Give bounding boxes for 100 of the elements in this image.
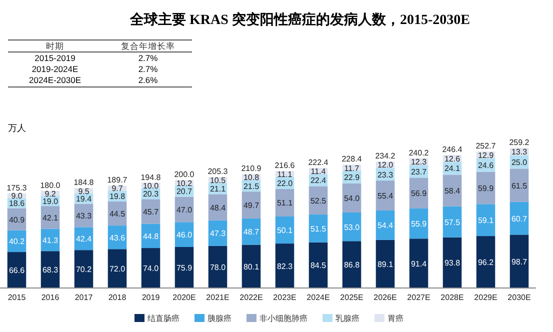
legend-label: 非小细胞肺癌 xyxy=(260,314,308,323)
bar xyxy=(442,206,462,238)
data-label: 12.9 xyxy=(478,150,494,160)
legend-label: 乳腺癌 xyxy=(336,314,360,323)
total-label: 259.2 xyxy=(509,138,530,147)
total-label: 234.2 xyxy=(375,152,396,161)
data-label: 86.8 xyxy=(344,260,360,270)
bar xyxy=(74,250,94,288)
data-label: 12.0 xyxy=(377,160,394,170)
bar xyxy=(40,206,60,229)
data-label: 10.8 xyxy=(243,173,260,182)
data-label: 9.7 xyxy=(112,184,124,194)
data-label: 21.1 xyxy=(210,184,226,194)
text: 复合年增长率 xyxy=(121,41,175,51)
bar xyxy=(208,246,228,288)
bar xyxy=(409,178,428,208)
data-label: 13.3 xyxy=(511,148,528,157)
data-label: 45.7 xyxy=(142,207,160,216)
bar xyxy=(275,244,294,288)
data-label: 19.4 xyxy=(76,194,92,204)
bar xyxy=(141,248,160,288)
data-label: 25.0 xyxy=(511,158,528,167)
data-label: 40.9 xyxy=(8,215,26,224)
data-label: 42.4 xyxy=(76,234,92,244)
text: 2024E-2030E xyxy=(29,75,82,85)
bar xyxy=(442,174,462,206)
data-label: 58.4 xyxy=(444,186,461,196)
x-tick-label: 2024E xyxy=(306,293,330,302)
bar xyxy=(476,236,496,288)
x-tick-label: 2026E xyxy=(374,293,397,302)
data-label: 57.5 xyxy=(444,218,461,227)
data-label: 9.0 xyxy=(11,192,23,201)
text: 时期 xyxy=(46,41,64,51)
total-label: 240.2 xyxy=(408,148,430,158)
data-label: 84.5 xyxy=(310,261,327,270)
bar xyxy=(208,194,228,220)
data-label: 70.2 xyxy=(76,265,92,274)
legend-label: 胃癌 xyxy=(388,314,404,323)
data-label: 12.3 xyxy=(410,158,428,167)
data-label: 60.7 xyxy=(511,214,528,224)
data-label: 22.0 xyxy=(276,178,294,188)
data-label: 54.4 xyxy=(377,221,394,230)
x-tick-label: 2029E xyxy=(474,293,498,302)
data-label: 24.6 xyxy=(478,161,494,170)
x-tick-label: 2015 xyxy=(8,293,26,302)
bar xyxy=(376,210,395,240)
total-label: 180.0 xyxy=(40,180,61,190)
bar xyxy=(510,202,529,235)
total-label: 210.9 xyxy=(241,164,262,174)
text: 2015-2019 xyxy=(34,53,76,63)
data-label: 74.0 xyxy=(142,264,160,274)
text: 2019-2024E xyxy=(32,64,78,74)
bar xyxy=(275,216,294,244)
data-label: 82.3 xyxy=(276,262,294,271)
x-tick-label: 2027E xyxy=(407,293,430,302)
data-label: 49.7 xyxy=(243,201,260,210)
bar xyxy=(275,188,294,216)
data-label: 23.3 xyxy=(377,170,394,180)
bar xyxy=(108,249,127,288)
bar xyxy=(141,199,160,224)
data-label: 93.8 xyxy=(444,258,461,268)
data-label: 75.9 xyxy=(176,264,193,272)
data-label: 91.4 xyxy=(410,259,428,268)
x-tick-label: 2019 xyxy=(142,293,160,302)
bar xyxy=(208,220,228,246)
data-label: 11.4 xyxy=(310,167,326,176)
y-axis-title: 万人 xyxy=(8,123,26,133)
x-tick-label: 2022E xyxy=(240,293,263,302)
bar xyxy=(409,238,428,288)
x-tick-label: 2025E xyxy=(340,293,364,302)
data-label: 9.2 xyxy=(44,189,56,198)
x-tick-label: 2023E xyxy=(273,293,296,302)
data-label: 10.0 xyxy=(142,181,160,190)
data-label: 61.5 xyxy=(511,181,528,190)
data-label: 54.0 xyxy=(344,194,360,203)
data-label: 42.1 xyxy=(42,213,59,222)
x-tick-label: 2017 xyxy=(74,293,94,302)
data-label: 11.1 xyxy=(277,170,293,180)
data-label: 23.7 xyxy=(410,167,428,176)
bar xyxy=(510,234,529,288)
data-label: 10.2 xyxy=(176,178,193,188)
data-label: 24.1 xyxy=(444,164,461,174)
bar xyxy=(510,168,529,202)
data-label: 43.6 xyxy=(109,233,126,242)
data-label: 52.5 xyxy=(310,196,327,206)
data-label: 80.1 xyxy=(243,262,260,272)
data-label: 40.2 xyxy=(8,237,26,246)
total-label: 222.4 xyxy=(308,158,329,167)
data-label: 9.5 xyxy=(78,186,90,196)
chart-title: 全球主要 KRAS 突变阳性癌症的发病人数，2015-2030E xyxy=(129,11,470,28)
data-label: 53.0 xyxy=(344,222,360,232)
data-label: 46.0 xyxy=(176,230,193,240)
data-label: 41.3 xyxy=(42,236,59,245)
bar xyxy=(308,214,328,242)
data-label: 43.3 xyxy=(76,211,92,220)
data-label: 55.4 xyxy=(377,192,394,201)
data-label: 44.5 xyxy=(109,210,126,219)
data-label: 55.9 xyxy=(410,220,428,229)
bar xyxy=(476,204,496,236)
total-label: 184.8 xyxy=(74,178,94,188)
